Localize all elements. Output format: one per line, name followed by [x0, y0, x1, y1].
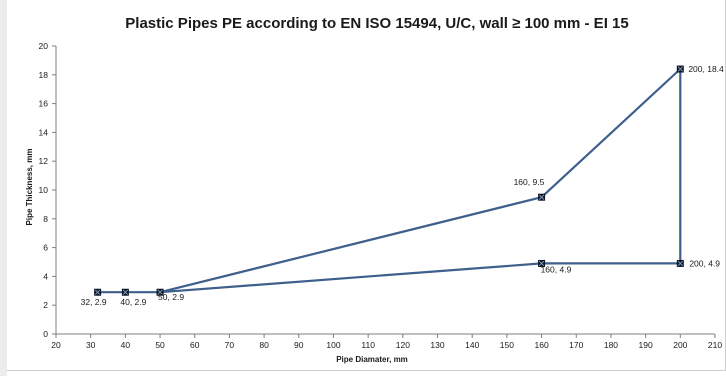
- x-tick-label: 120: [396, 340, 410, 350]
- data-labels: 32, 2.9 40, 2.9 50, 2.9 160, 9.5 200, 18.4 16…: [81, 64, 724, 307]
- x-tick-label: 200: [673, 340, 687, 350]
- data-point-cross: [677, 260, 683, 267]
- data-point-cross: [95, 289, 101, 295]
- data-label: 160, 9.5: [514, 177, 545, 187]
- y-tick-label: 4: [43, 271, 48, 281]
- x-tick-label: 160: [534, 340, 548, 350]
- x-tick-label: 180: [604, 340, 618, 350]
- data-point-cross: [677, 66, 683, 72]
- series-polyline: [97, 67, 682, 294]
- chart-title: Plastic Pipes PE according to EN ISO 154…: [125, 15, 628, 32]
- data-markers: [94, 65, 684, 296]
- x-tick-label: 70: [225, 340, 235, 350]
- x-tick-label: 210: [708, 340, 722, 350]
- x-tick-label: 80: [259, 340, 269, 350]
- data-label: 200, 4.9: [689, 258, 720, 268]
- data-point-cross: [122, 289, 128, 295]
- y-axis-title: Pipe Thickness, mm: [25, 149, 34, 226]
- x-tick-label: 30: [86, 340, 96, 350]
- series-line: [97, 67, 682, 294]
- data-point-cross: [157, 289, 163, 295]
- x-tick-label: 150: [500, 340, 514, 350]
- data-point-cross: [538, 194, 545, 200]
- data-point-cross: [538, 260, 545, 267]
- data-label: 50, 2.9: [158, 292, 184, 302]
- y-tick-label: 16: [39, 99, 49, 109]
- x-tick-label: 40: [121, 340, 131, 350]
- y-tick-label: 14: [39, 127, 49, 137]
- y-tick-label: 2: [43, 300, 48, 310]
- x-tick-label: 190: [639, 340, 653, 350]
- data-label: 160, 4.9: [541, 264, 572, 274]
- x-tick-label: 130: [430, 340, 444, 350]
- y-tick-label: 10: [39, 185, 49, 195]
- y-tick-label: 0: [43, 329, 48, 339]
- x-axis-title: Pipe Diamater, mm: [336, 355, 408, 364]
- x-tick-label: 110: [361, 340, 375, 350]
- x-tick-label: 170: [569, 340, 583, 350]
- y-tick-label: 12: [39, 156, 49, 166]
- chart-svg: Plastic Pipes PE according to EN ISO 154…: [25, 15, 724, 364]
- y-tick-label: 18: [39, 70, 49, 80]
- x-tick-label: 20: [51, 340, 61, 350]
- x-tick-label: 60: [190, 340, 200, 350]
- y-tick-label: 6: [43, 243, 48, 253]
- y-tick-label: 20: [39, 41, 49, 51]
- x-tick-label: 100: [326, 340, 340, 350]
- x-tick-label: 140: [465, 340, 479, 350]
- x-tick-label: 90: [294, 340, 304, 350]
- data-label: 40, 2.9: [120, 297, 146, 307]
- axes: 20 30 40 50 60 70 80 90 100 110 120 130 140 150 160 170…: [39, 41, 723, 350]
- data-label: 32, 2.9: [81, 297, 107, 307]
- y-tick-label: 8: [43, 214, 48, 224]
- chart-frame: Plastic Pipes PE according to EN ISO 154…: [7, 0, 726, 371]
- left-margin-strip: [0, 0, 7, 376]
- data-label: 200, 18.4: [688, 64, 724, 74]
- x-tick-label: 50: [155, 340, 165, 350]
